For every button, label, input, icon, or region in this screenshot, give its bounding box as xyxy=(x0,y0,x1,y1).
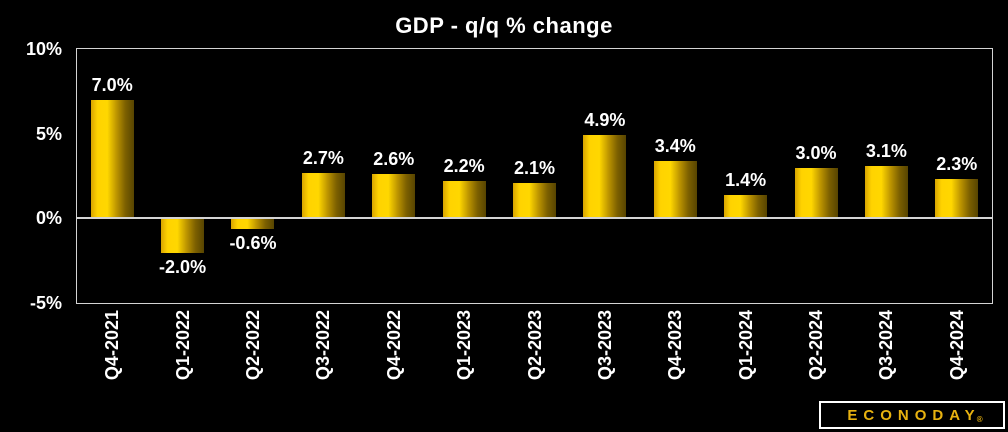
value-label-q4-2023: 3.4% xyxy=(654,135,696,156)
x-tick-label-q2-2023: Q2-2023 xyxy=(524,310,545,381)
bar-q1-2023 xyxy=(442,181,486,219)
x-tick-label-q3-2023: Q3-2023 xyxy=(594,310,615,381)
bar-q4-2024 xyxy=(935,179,979,219)
bar-q4-2021 xyxy=(90,99,134,219)
bar-q1-2022 xyxy=(161,219,205,254)
value-label-q2-2024: 3.0% xyxy=(795,142,837,163)
value-label-q1-2022: -2.0% xyxy=(159,257,207,278)
value-label-q4-2021: 7.0% xyxy=(91,74,133,95)
value-label-q2-2022: -0.6% xyxy=(229,233,277,254)
plot-area xyxy=(76,48,993,304)
x-tick-label-q3-2024: Q3-2024 xyxy=(876,310,897,381)
bar-q2-2023 xyxy=(513,182,556,219)
value-label-q3-2022: 2.7% xyxy=(302,147,344,168)
x-tick-label-q4-2023: Q4-2023 xyxy=(665,310,686,381)
x-tick-label-q1-2024: Q1-2024 xyxy=(735,310,756,381)
chart-title: GDP - q/q % change xyxy=(395,13,613,38)
x-tick-label-q4-2021: Q4-2021 xyxy=(102,310,123,381)
x-tick-label-q3-2022: Q3-2022 xyxy=(313,310,334,381)
value-label-q2-2023: 2.1% xyxy=(513,157,556,178)
bar-q2-2022 xyxy=(231,219,275,230)
x-tick-label-q1-2022: Q1-2022 xyxy=(172,310,193,381)
y-tick-label-5: 5% xyxy=(35,123,62,144)
bar-q1-2024 xyxy=(724,194,768,219)
value-label-q1-2024: 1.4% xyxy=(725,169,767,190)
x-tick-label-q1-2023: Q1-2023 xyxy=(454,310,475,381)
value-label-q3-2024: 3.1% xyxy=(865,140,907,161)
bar-q3-2022 xyxy=(301,172,345,219)
y-tick-label-10: 10% xyxy=(25,39,62,59)
registered-trademark-icon: ® xyxy=(976,415,983,424)
bar-q4-2023 xyxy=(653,160,697,219)
bar-q3-2023 xyxy=(583,135,627,219)
value-label-q4-2024: 2.3% xyxy=(936,154,978,175)
y-tick-label-0: 0% xyxy=(35,208,62,229)
bar-q4-2022 xyxy=(372,174,416,219)
y-tick-label--5: -5% xyxy=(29,293,62,313)
bar-q2-2024 xyxy=(794,167,838,219)
x-tick-label-q4-2024: Q4-2024 xyxy=(946,310,967,381)
x-tick-label-q2-2024: Q2-2024 xyxy=(806,310,827,381)
econoday-logo: ECONODAY ® xyxy=(819,401,1005,429)
value-label-q4-2022: 2.6% xyxy=(373,149,415,170)
x-tick-label-q4-2022: Q4-2022 xyxy=(383,310,404,381)
zero-axis-line xyxy=(77,217,992,220)
value-label-q1-2023: 2.2% xyxy=(443,156,485,177)
value-label-q3-2023: 4.9% xyxy=(584,110,626,131)
econoday-logo-text: ECONODAY xyxy=(847,406,981,424)
bar-q3-2024 xyxy=(864,165,908,219)
x-tick-label-q2-2022: Q2-2022 xyxy=(242,310,263,381)
